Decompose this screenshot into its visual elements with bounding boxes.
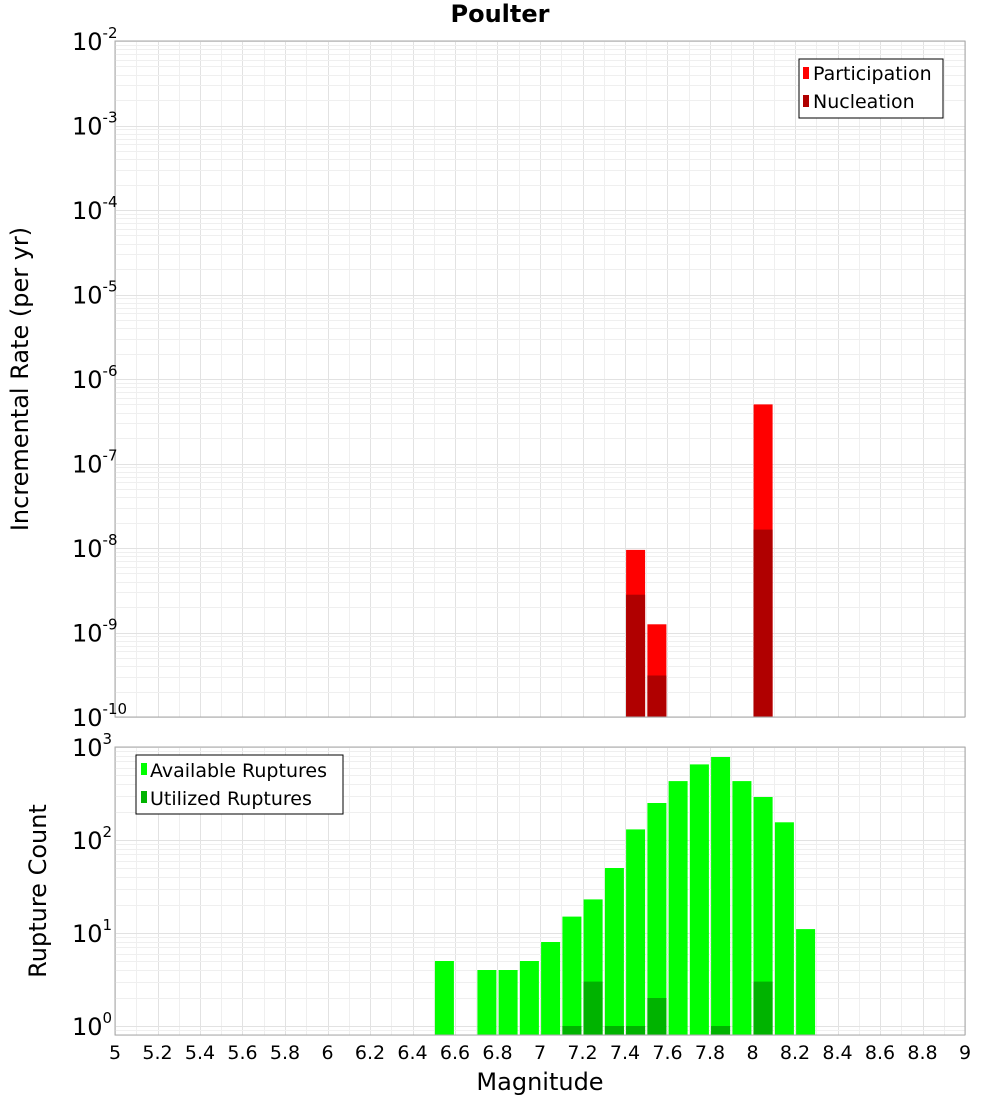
bottom-y-tick-labels: 103 102 101 100 [72, 730, 112, 1041]
bottom-bar-b [562, 1026, 582, 1035]
legend-label-available: Available Ruptures [150, 760, 327, 782]
x-axis-label: Magnitude [476, 1068, 603, 1096]
chart-title: Poulter [451, 0, 550, 28]
x-tick-label: 5.4 [185, 1042, 215, 1064]
bottom-bar-b [604, 1026, 624, 1035]
bottom-bar-a [519, 961, 539, 1035]
bottom-bar-a [774, 822, 794, 1035]
top-bar-b [626, 594, 646, 717]
top-y-tick-labels: 10-2 10-3 10-4 10-5 10-6 10-7 10-8 10-9 10-10 [72, 24, 127, 732]
x-tick-label: 6.4 [397, 1042, 427, 1064]
bottom-bar-b [583, 981, 603, 1035]
x-tick-label: 7.2 [567, 1042, 597, 1064]
bottom-bar-a [626, 829, 646, 1035]
x-tick-labels: 5 5.2 5.4 5.6 5.8 6 6.2 6.4 6.6 6.8 7 7.2 7.4 7.6 7.8 8… [109, 1042, 971, 1064]
x-tick-label: 7.8 [695, 1042, 725, 1064]
top-y-axis-label: Incremental Rate (per yr) [6, 227, 34, 531]
bottom-bar-a [753, 797, 773, 1035]
x-tick-label: 8.4 [822, 1042, 852, 1064]
bottom-grid [115, 747, 966, 1036]
bottom-bar-b [626, 1026, 646, 1035]
legend-swatch-participation [803, 67, 809, 79]
bottom-y-tick-label: 103 [72, 730, 112, 762]
bottom-plot-frame [114, 746, 966, 1036]
bottom-bar-a [541, 942, 561, 1035]
top-y-tick-label: 10-2 [72, 24, 118, 56]
x-tick-label: 5.2 [142, 1042, 172, 1064]
legend-label-utilized: Utilized Ruptures [150, 788, 312, 810]
bottom-bar-a [477, 970, 497, 1035]
bottom-bar-a [562, 916, 582, 1035]
bottom-legend: Available Ruptures Utilized Ruptures [135, 754, 344, 815]
bottom-bar-a [732, 781, 752, 1035]
bottom-bar-b [753, 981, 773, 1035]
bottom-bar-a [796, 929, 816, 1035]
bottom-bar-a [498, 970, 518, 1035]
legend-swatch-nucleation [803, 95, 809, 107]
top-legend: Participation Nucleation [798, 58, 944, 119]
bottom-bar-a [668, 781, 688, 1035]
top-bar-b [647, 675, 667, 717]
bottom-y-tick-label: 100 [72, 1009, 112, 1041]
bottom-bar-a [647, 803, 667, 1035]
top-y-tick-label: 10-9 [72, 616, 118, 648]
x-tick-label: 5.8 [270, 1042, 300, 1064]
legend-label-participation: Participation [813, 63, 932, 85]
bottom-bar-a [711, 757, 731, 1035]
legend-swatch-utilized [141, 791, 147, 803]
bottom-bar-b [647, 998, 667, 1035]
x-tick-label: 7.4 [610, 1042, 640, 1064]
legend-swatch-available [141, 763, 147, 775]
x-tick-label: 8.6 [865, 1042, 895, 1064]
top-legend-box [798, 58, 944, 119]
bottom-legend-box [135, 754, 344, 815]
x-tick-label: 6 [321, 1042, 333, 1064]
top-y-tick-label: 10-5 [72, 278, 118, 310]
x-tick-label: 6.6 [440, 1042, 470, 1064]
x-tick-label: 7.6 [652, 1042, 682, 1064]
top-plot-frame [114, 40, 966, 718]
bottom-bar-a [689, 764, 709, 1035]
bottom-bar-a [434, 961, 454, 1035]
top-bar-b [753, 529, 773, 717]
bottom-y-tick-label: 101 [72, 916, 112, 948]
top-y-tick-label: 10-3 [72, 109, 118, 141]
top-y-tick-label: 10-6 [72, 362, 118, 394]
x-tick-label: 8.8 [907, 1042, 937, 1064]
top-bars [626, 404, 773, 717]
top-y-tick-label: 10-7 [72, 447, 118, 479]
x-tick-label: 7 [534, 1042, 546, 1064]
top-y-tick-label: 10-4 [72, 193, 118, 225]
x-tick-label: 6.2 [355, 1042, 385, 1064]
top-y-tick-label: 10-8 [72, 531, 118, 563]
top-y-tick-label: 10-10 [72, 700, 127, 732]
legend-label-nucleation: Nucleation [813, 91, 915, 113]
x-tick-label: 9 [959, 1042, 971, 1064]
x-tick-label: 8 [746, 1042, 758, 1064]
bottom-y-axis-label: Rupture Count [24, 804, 52, 978]
bottom-bars [434, 757, 816, 1035]
x-tick-label: 6.8 [482, 1042, 512, 1064]
x-tick-label: 5.6 [227, 1042, 257, 1064]
x-tick-label: 8.2 [780, 1042, 810, 1064]
x-tick-label: 5 [109, 1042, 121, 1064]
bottom-y-tick-label: 102 [72, 823, 112, 855]
top-grid [115, 41, 966, 718]
bottom-bar-a [604, 868, 624, 1035]
bottom-bar-b [711, 1026, 731, 1035]
